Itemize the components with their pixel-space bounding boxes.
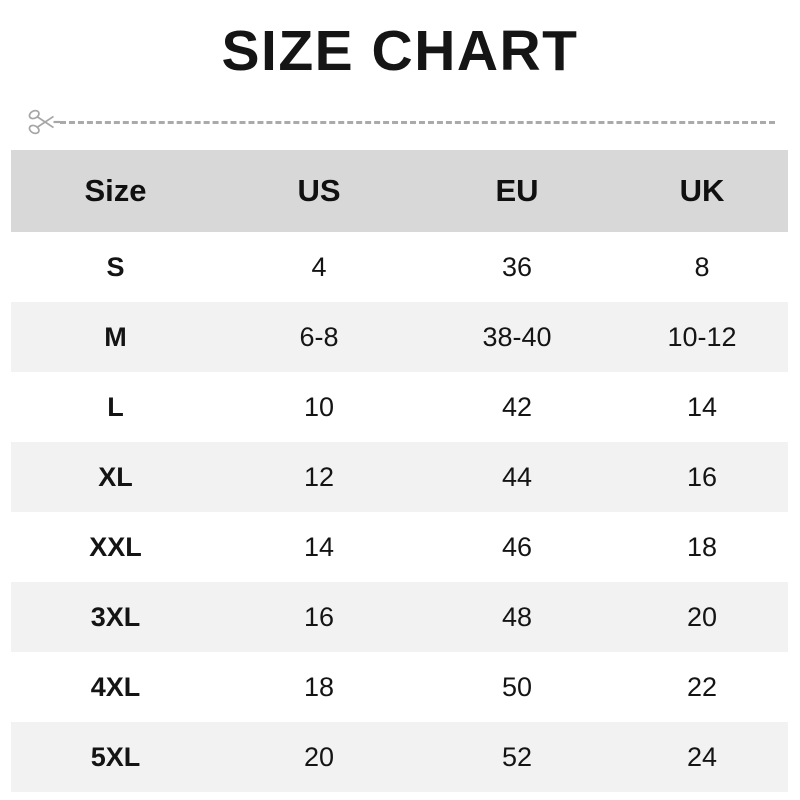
cell-size: 5XL [11,722,220,792]
title-bar: SIZE CHART [0,0,800,96]
table-row: 3XL 16 48 20 [11,582,788,652]
cell-uk: 20 [616,582,788,652]
table-row: 5XL 20 52 24 [11,722,788,792]
cell-us: 20 [220,722,418,792]
column-header-size: Size [11,150,220,232]
table-row: S 4 36 8 [11,232,788,302]
cell-us: 14 [220,512,418,582]
cell-us: 6-8 [220,302,418,372]
cell-eu: 46 [418,512,616,582]
cell-uk: 8 [616,232,788,302]
cell-us: 18 [220,652,418,722]
cell-size: 3XL [11,582,220,652]
cell-eu: 52 [418,722,616,792]
cell-eu: 48 [418,582,616,652]
cell-us: 12 [220,442,418,512]
cell-uk: 14 [616,372,788,442]
cell-size: L [11,372,220,442]
cell-uk: 24 [616,722,788,792]
cell-us: 10 [220,372,418,442]
cell-eu: 50 [418,652,616,722]
cell-eu: 38-40 [418,302,616,372]
cut-line [0,104,800,140]
cell-eu: 36 [418,232,616,302]
table-header-row: Size US EU UK [11,150,788,232]
cell-size: S [11,232,220,302]
column-header-uk: UK [616,150,788,232]
cell-us: 4 [220,232,418,302]
scissors-icon [28,109,60,135]
table-row: XL 12 44 16 [11,442,788,512]
cell-uk: 18 [616,512,788,582]
size-chart-table: Size US EU UK S 4 36 8 M 6-8 38-40 10-12… [11,150,788,792]
column-header-us: US [220,150,418,232]
cell-eu: 42 [418,372,616,442]
table-row: M 6-8 38-40 10-12 [11,302,788,372]
table-row: L 10 42 14 [11,372,788,442]
cell-uk: 22 [616,652,788,722]
cell-us: 16 [220,582,418,652]
cell-uk: 10-12 [616,302,788,372]
cell-size: M [11,302,220,372]
cell-uk: 16 [616,442,788,512]
cell-size: XXL [11,512,220,582]
cell-eu: 44 [418,442,616,512]
page-title: SIZE CHART [221,18,579,83]
cell-size: XL [11,442,220,512]
table-row: 4XL 18 50 22 [11,652,788,722]
column-header-eu: EU [418,150,616,232]
table-row: XXL 14 46 18 [11,512,788,582]
cell-size: 4XL [11,652,220,722]
cut-dash-line [60,120,775,124]
